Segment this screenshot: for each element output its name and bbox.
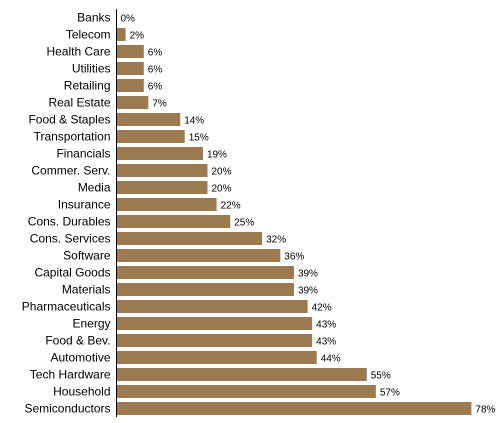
category-label: Utilities	[72, 62, 111, 76]
bar-real-estate	[116, 96, 149, 109]
value-label: 22%	[221, 201, 241, 212]
category-label: Household	[53, 385, 110, 399]
value-label: 42%	[312, 303, 332, 314]
category-label: Financials	[56, 147, 110, 161]
category-label: Cons. Durables	[28, 215, 111, 229]
category-label: Telecom	[66, 28, 111, 42]
category-label: Food & Bev.	[45, 334, 110, 348]
value-label: 36%	[284, 252, 304, 263]
value-label: 43%	[316, 320, 336, 331]
value-label: 43%	[316, 337, 336, 348]
category-label: Cons. Services	[30, 232, 111, 246]
value-label: 78%	[475, 405, 495, 416]
value-label: 55%	[371, 371, 391, 382]
value-label: 20%	[212, 184, 232, 195]
category-label: Commer. Serv.	[31, 164, 110, 178]
category-label: Retailing	[64, 79, 111, 93]
category-label: Transportation	[34, 130, 111, 144]
value-label: 2%	[130, 31, 145, 42]
category-label: Capital Goods	[34, 266, 110, 280]
value-label: 44%	[321, 354, 341, 365]
bar-transportation	[116, 130, 185, 143]
category-label: Food & Staples	[28, 113, 110, 127]
value-label: 6%	[148, 65, 163, 76]
bar-capital-goods	[116, 266, 294, 279]
bar-insurance	[116, 198, 217, 211]
bar-commer-serv	[116, 164, 208, 177]
bar-food-bev	[116, 334, 313, 347]
value-label: 6%	[148, 82, 163, 93]
category-label: Automotive	[50, 351, 110, 365]
bar-household	[116, 385, 376, 398]
value-label: 15%	[189, 133, 209, 144]
bar-materials	[116, 283, 294, 296]
bar-media	[116, 181, 208, 194]
value-label: 57%	[380, 388, 400, 399]
category-label: Media	[78, 181, 111, 195]
value-label: 6%	[148, 48, 163, 59]
bar-health-care	[116, 45, 144, 58]
bar-software	[116, 249, 281, 262]
value-labels-group: 0%2%6%6%6%7%14%15%19%20%20%22%25%32%36%3…	[121, 14, 496, 416]
bar-utilities	[116, 62, 144, 75]
category-labels-group: Banks Telecom Health Care Utilities Retailin…	[22, 11, 111, 416]
category-label: Tech Hardware	[30, 368, 111, 382]
bar-cons-services	[116, 232, 263, 245]
category-label: Real Estate	[48, 96, 110, 110]
category-label: Pharmaceuticals	[22, 300, 111, 314]
category-label: Semiconductors	[24, 402, 110, 416]
bars-group	[116, 28, 472, 415]
bar-energy	[116, 317, 313, 330]
category-label: Insurance	[58, 198, 111, 212]
value-label: 14%	[184, 116, 204, 127]
bar-cons-durables	[116, 215, 231, 228]
value-label: 19%	[207, 150, 227, 161]
category-label: Banks	[77, 11, 110, 25]
bar-food-staples	[116, 113, 181, 126]
value-label: 7%	[152, 99, 167, 110]
bar-retailing	[116, 79, 144, 92]
bar-semiconductors	[116, 402, 472, 415]
bar-pharmaceuticals	[116, 300, 308, 313]
value-label: 25%	[234, 218, 254, 229]
bar-financials	[116, 147, 203, 160]
category-label: Materials	[62, 283, 111, 297]
bar-tech-hardware	[116, 368, 367, 381]
value-label: 32%	[266, 235, 286, 246]
value-label: 39%	[298, 286, 318, 297]
category-label: Software	[63, 249, 111, 263]
category-label: Energy	[72, 317, 110, 331]
bar-automotive	[116, 351, 317, 364]
value-label: 39%	[298, 269, 318, 280]
bar-telecom	[116, 28, 126, 41]
value-label: 20%	[212, 167, 232, 178]
category-label: Health Care	[46, 45, 110, 59]
value-label: 0%	[121, 14, 136, 25]
